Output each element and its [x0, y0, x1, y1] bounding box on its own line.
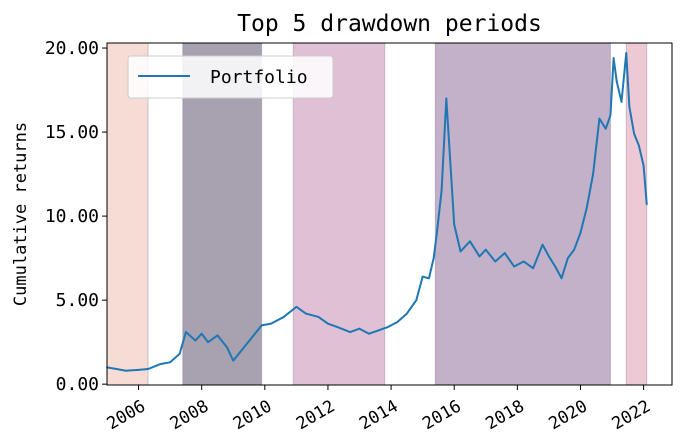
- data-point: [503, 252, 506, 254]
- chart-title: Top 5 drawdown periods: [237, 11, 542, 37]
- data-point: [377, 329, 380, 332]
- data-point: [207, 341, 209, 344]
- data-point: [125, 369, 127, 372]
- data-point: [428, 277, 430, 280]
- data-point: [178, 353, 181, 355]
- data-point: [200, 332, 203, 335]
- data-point: [604, 127, 607, 130]
- data-point: [260, 324, 263, 327]
- data-point: [645, 203, 648, 206]
- data-point: [440, 189, 443, 192]
- data-point: [532, 267, 535, 270]
- data-point: [566, 257, 569, 260]
- data-point: [317, 316, 320, 318]
- data-point: [609, 114, 612, 117]
- data-point: [396, 321, 399, 323]
- x-tick-label: 2022: [609, 396, 654, 434]
- data-point: [270, 322, 273, 325]
- data-point: [435, 232, 438, 234]
- x-axis: 2006 2008 2010 2012 2014 2016 2018 2020 2022: [104, 385, 654, 434]
- data-point: [421, 275, 424, 278]
- data-point: [368, 332, 370, 335]
- legend: Portfolio: [127, 55, 334, 99]
- x-tick-label: 2020: [545, 396, 590, 434]
- data-point: [432, 257, 435, 260]
- data-point: [592, 173, 594, 175]
- data-point: [295, 305, 298, 308]
- drawdown-span-2: [182, 42, 263, 386]
- data-point: [336, 326, 339, 328]
- x-tick-label: 2012: [293, 396, 338, 434]
- data-point: [147, 368, 149, 370]
- drawdown-span-1: [106, 42, 149, 386]
- data-point: [615, 80, 618, 83]
- data-point: [415, 299, 418, 302]
- x-tick-label: 2008: [167, 396, 212, 434]
- data-point: [547, 255, 550, 258]
- data-point: [251, 336, 254, 339]
- y-tick-label: 10.00: [45, 206, 99, 227]
- data-point: [159, 363, 162, 365]
- x-tick-label: 2018: [482, 396, 527, 434]
- data-point: [560, 277, 563, 280]
- data-point: [494, 260, 497, 263]
- data-point: [628, 105, 631, 108]
- data-point: [620, 100, 623, 103]
- data-point: [585, 206, 588, 209]
- data-point: [642, 164, 645, 167]
- data-point: [405, 312, 408, 315]
- x-tick-label: 2006: [104, 396, 149, 434]
- data-point: [137, 368, 140, 371]
- data-point: [327, 322, 329, 325]
- data-point: [633, 132, 636, 135]
- data-point: [216, 334, 219, 337]
- data-point: [194, 339, 197, 342]
- data-point: [304, 312, 307, 315]
- y-axis-label: Cumulative returns: [11, 122, 31, 306]
- data-point: [232, 359, 235, 362]
- data-point: [226, 346, 228, 349]
- data-point: [469, 240, 471, 243]
- y-tick-label: 15.00: [45, 122, 99, 143]
- data-point: [349, 331, 351, 333]
- legend-label-portfolio: Portfolio: [210, 67, 308, 88]
- data-point: [554, 265, 557, 268]
- plot-frame: [106, 42, 673, 386]
- data-point: [453, 223, 456, 226]
- series-line-portfolio: [106, 52, 648, 372]
- x-tick-label: 2016: [419, 396, 464, 434]
- data-point: [358, 327, 361, 330]
- y-tick-label: 0.00: [56, 374, 99, 395]
- data-point: [185, 331, 187, 333]
- data-point: [637, 144, 640, 147]
- x-tick-label: 2014: [356, 396, 401, 434]
- data-point: [387, 326, 389, 328]
- x-tick-label: 2010: [230, 396, 275, 434]
- y-axis: 0.00 5.00 10.00 15.00 20.00: [45, 38, 107, 395]
- data-point: [522, 260, 525, 263]
- data-point: [459, 250, 462, 253]
- data-point: [115, 368, 118, 370]
- data-point: [241, 347, 244, 350]
- data-point: [579, 232, 582, 234]
- y-tick-label: 5.00: [56, 290, 99, 311]
- data-point: [625, 52, 628, 54]
- data-point: [484, 248, 487, 251]
- drawdown-span-4: [434, 42, 611, 386]
- data-point: [169, 361, 172, 364]
- data-point: [598, 117, 601, 120]
- y-tick-label: 20.00: [45, 38, 99, 59]
- data-point: [541, 243, 544, 246]
- data-point: [513, 265, 516, 268]
- data-point: [445, 97, 448, 100]
- data-point: [573, 248, 576, 251]
- data-point: [282, 316, 285, 318]
- data-point: [612, 57, 615, 60]
- legend-box: [127, 55, 334, 99]
- data-point: [478, 255, 481, 258]
